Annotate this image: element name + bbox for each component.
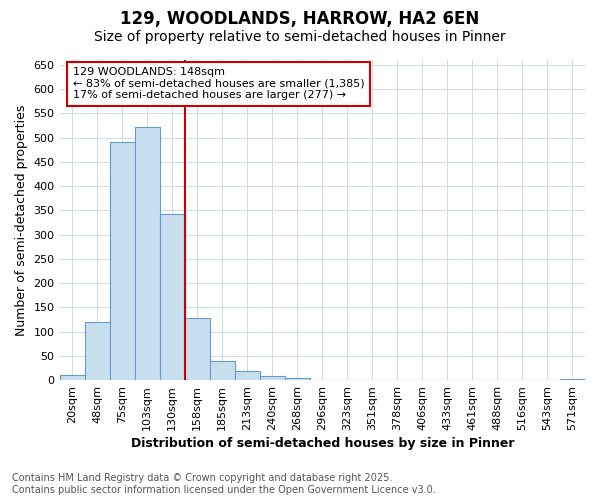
Text: 129 WOODLANDS: 148sqm
← 83% of semi-detached houses are smaller (1,385)
17% of s: 129 WOODLANDS: 148sqm ← 83% of semi-deta… xyxy=(73,68,364,100)
Bar xyxy=(209,360,235,380)
Text: Size of property relative to semi-detached houses in Pinner: Size of property relative to semi-detach… xyxy=(94,30,506,44)
Text: 129, WOODLANDS, HARROW, HA2 6EN: 129, WOODLANDS, HARROW, HA2 6EN xyxy=(121,10,479,28)
Bar xyxy=(285,378,310,380)
Bar xyxy=(260,376,285,380)
Bar xyxy=(59,375,85,380)
Bar xyxy=(110,142,134,380)
Text: Contains HM Land Registry data © Crown copyright and database right 2025.
Contai: Contains HM Land Registry data © Crown c… xyxy=(12,474,436,495)
Bar xyxy=(160,214,185,380)
Bar xyxy=(185,318,209,380)
Y-axis label: Number of semi-detached properties: Number of semi-detached properties xyxy=(15,104,28,336)
Bar xyxy=(134,127,160,380)
Bar xyxy=(85,322,110,380)
Bar xyxy=(235,372,260,380)
Bar xyxy=(560,378,585,380)
X-axis label: Distribution of semi-detached houses by size in Pinner: Distribution of semi-detached houses by … xyxy=(131,437,514,450)
